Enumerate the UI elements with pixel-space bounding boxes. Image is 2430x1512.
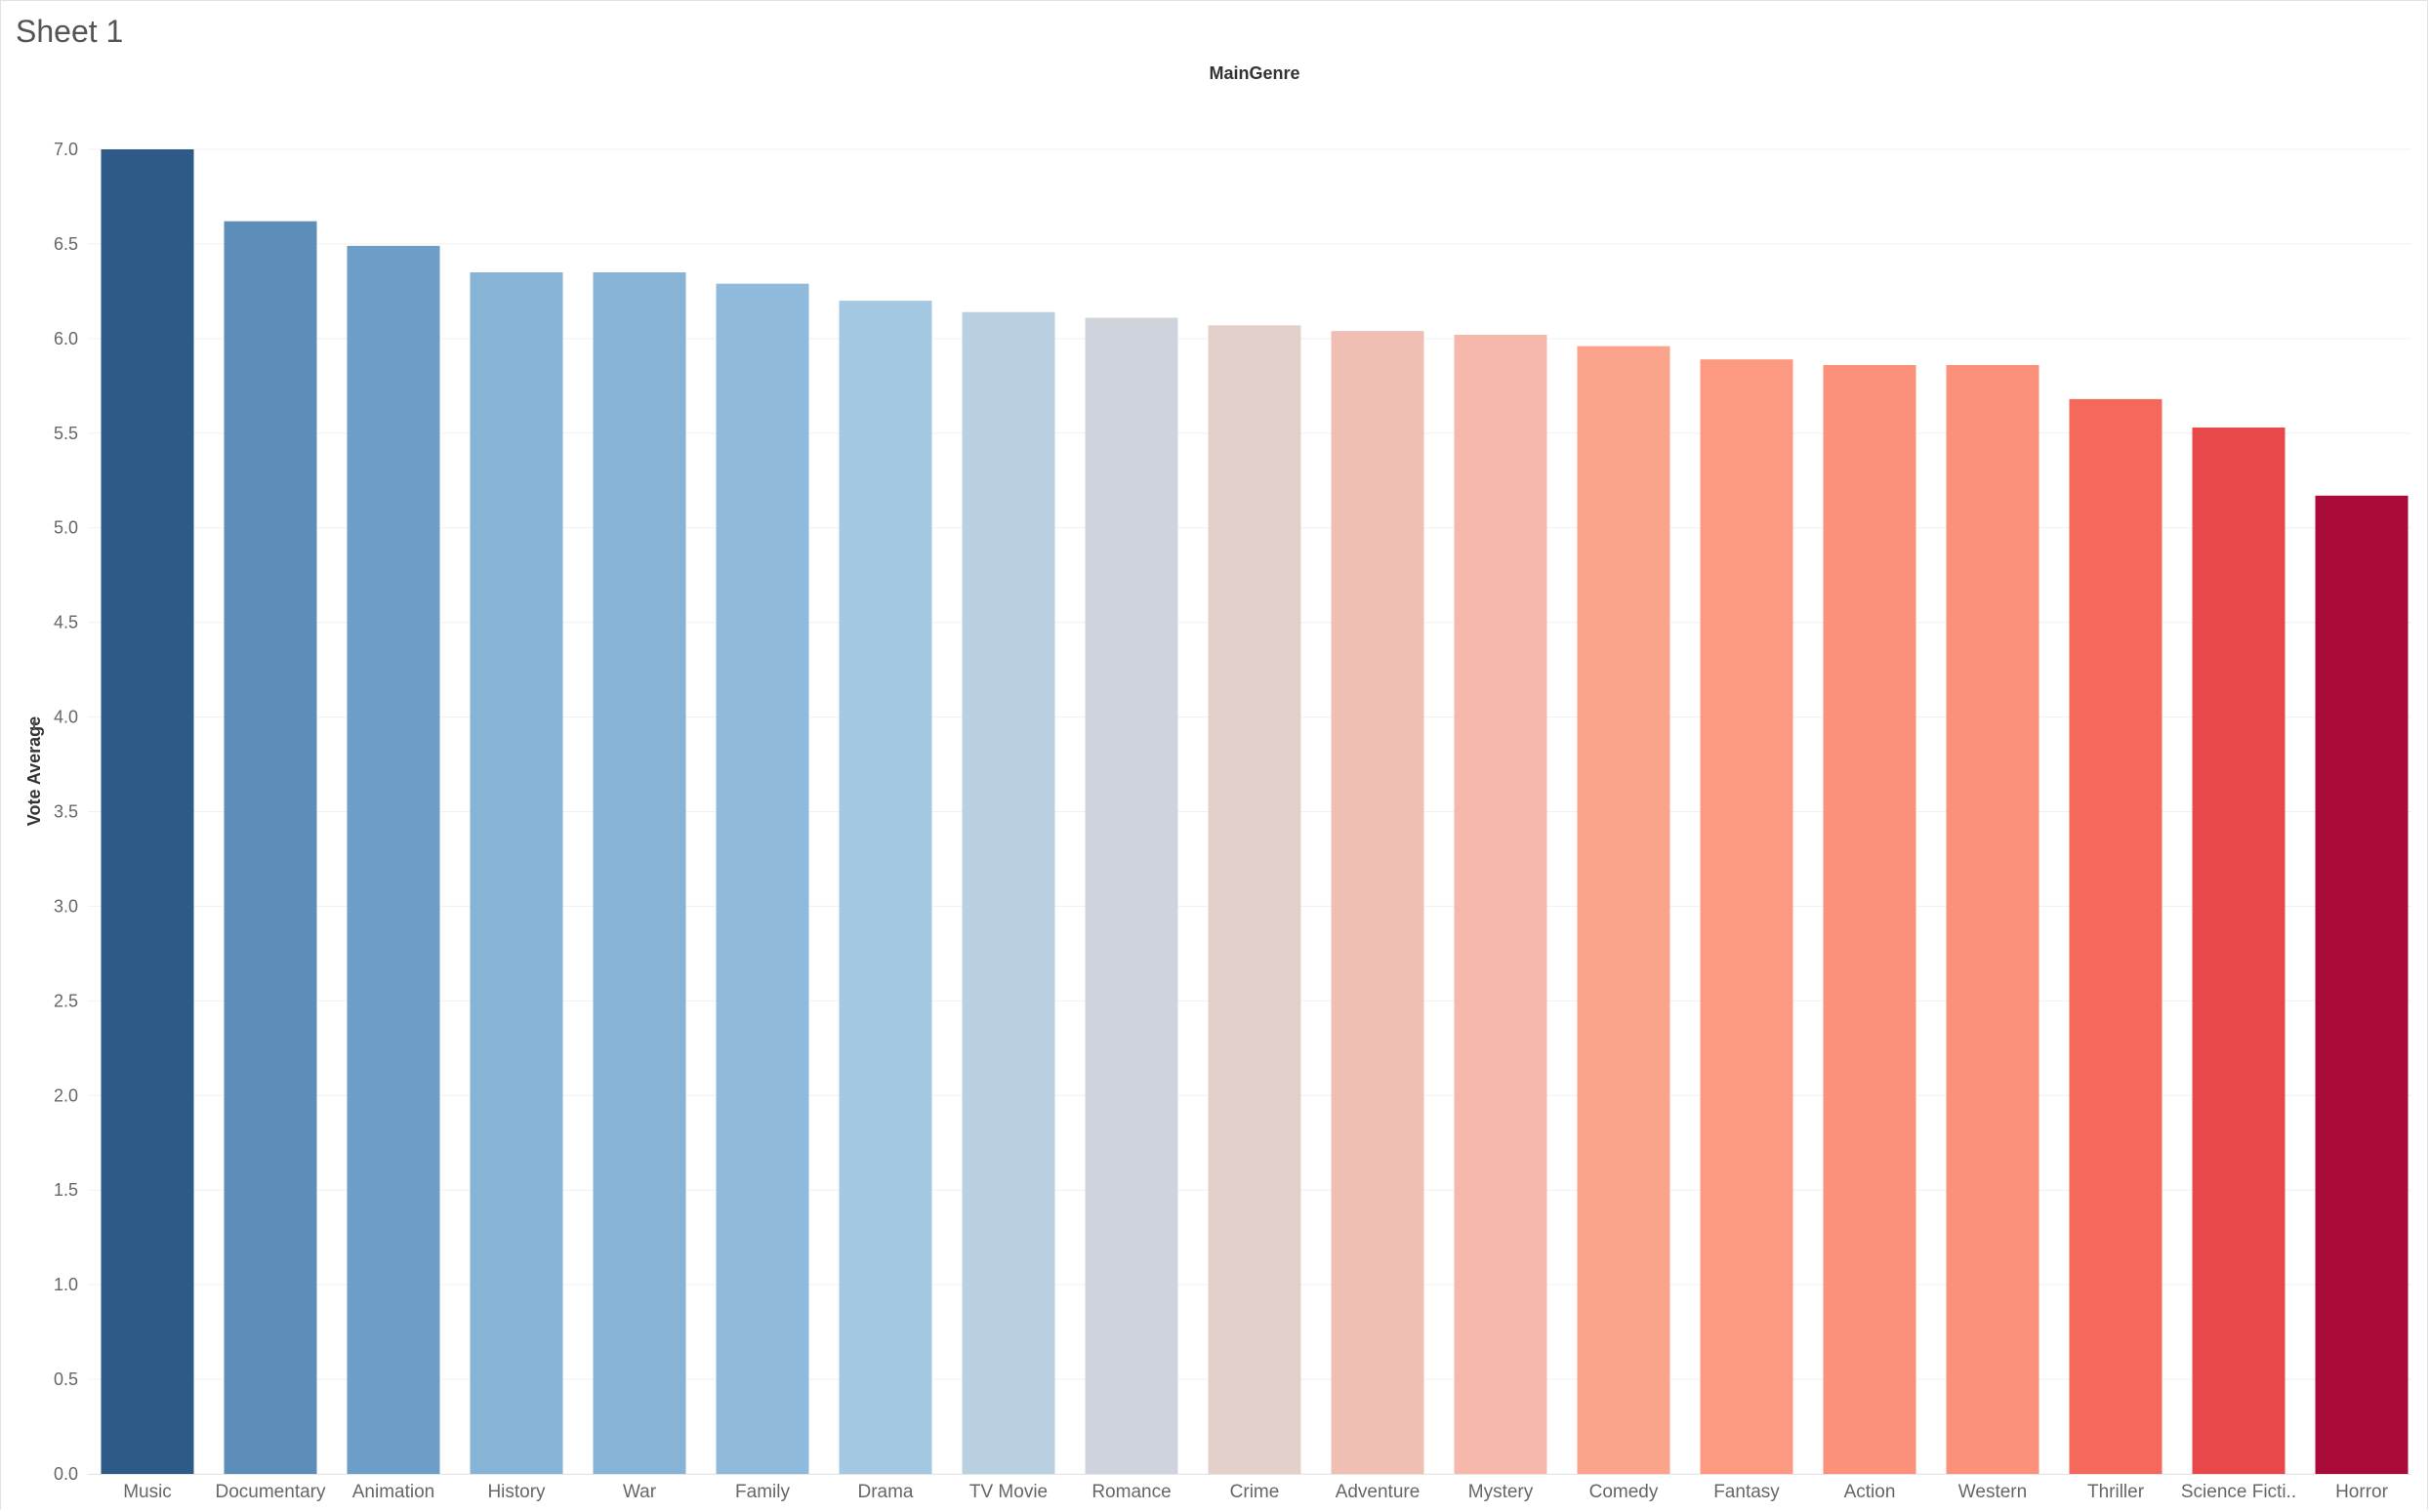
- x-category-label: Horror: [2335, 1482, 2389, 1502]
- y-tick-label: 6.5: [54, 234, 78, 254]
- bar-science-ficti[interactable]: [2192, 427, 2286, 1475]
- sheet-title: Sheet 1: [16, 14, 124, 49]
- bar-history[interactable]: [470, 272, 563, 1475]
- bar-western[interactable]: [1946, 364, 2039, 1475]
- x-category-label: Fantasy: [1713, 1482, 1780, 1502]
- x-category-label: Comedy: [1589, 1482, 1659, 1502]
- bar-mystery[interactable]: [1454, 334, 1547, 1475]
- column-header: MainGenre: [1209, 63, 1299, 83]
- x-category-label: Family: [735, 1482, 790, 1502]
- x-category-label: Animation: [352, 1482, 435, 1502]
- bar-war[interactable]: [593, 272, 686, 1475]
- bar-family[interactable]: [716, 283, 809, 1475]
- y-tick-label: 7.0: [54, 140, 78, 159]
- x-category-label: Action: [1844, 1482, 1896, 1502]
- x-category-label: Crime: [1230, 1482, 1280, 1502]
- bar-horror[interactable]: [2315, 495, 2409, 1475]
- y-tick-label: 2.5: [54, 991, 78, 1010]
- x-category-label: History: [487, 1482, 546, 1502]
- bar-documentary[interactable]: [224, 221, 317, 1474]
- x-category-label: Documentary: [216, 1482, 326, 1502]
- x-category-label: Mystery: [1468, 1482, 1534, 1502]
- x-category-label: Science Ficti..: [2181, 1482, 2296, 1502]
- bar-action[interactable]: [1823, 364, 1916, 1475]
- y-tick-label: 2.0: [54, 1085, 78, 1105]
- y-tick-label: 3.0: [54, 896, 78, 916]
- y-tick-label: 5.0: [54, 518, 78, 538]
- bar-music[interactable]: [101, 149, 194, 1474]
- bar-crime[interactable]: [1208, 325, 1301, 1475]
- y-tick-label: 0.0: [54, 1464, 78, 1484]
- y-tick-label: 4.0: [54, 708, 78, 727]
- x-category-label: Thriller: [2087, 1482, 2145, 1502]
- x-category-label: Music: [123, 1482, 172, 1502]
- x-axis-labels: Music Documentary Animation History War Famil…: [123, 1482, 2388, 1502]
- bar-thriller[interactable]: [2069, 398, 2162, 1475]
- bar-animation[interactable]: [347, 245, 440, 1474]
- y-tick-label: 1.5: [54, 1180, 78, 1200]
- x-category-label: Romance: [1091, 1482, 1171, 1502]
- x-category-label: TV Movie: [969, 1482, 1048, 1502]
- bar-fantasy[interactable]: [1700, 359, 1793, 1475]
- y-axis-ticks: 0.0 0.5 1.0 1.5 2.0 2.5 3.0 3.5 4.0 4.5 5.0 5.5 6.0 6…: [54, 140, 78, 1484]
- sort-icon[interactable]: [33, 720, 35, 730]
- bar-drama[interactable]: [839, 301, 932, 1475]
- y-tick-label: 0.5: [54, 1369, 78, 1389]
- bar-comedy[interactable]: [1577, 346, 1670, 1474]
- y-tick-label: 3.5: [54, 802, 78, 822]
- bars: [101, 149, 2409, 1475]
- x-category-label: Drama: [857, 1482, 913, 1502]
- x-category-label: Western: [1958, 1482, 2027, 1502]
- y-tick-label: 1.0: [54, 1275, 78, 1294]
- y-tick-label: 5.5: [54, 424, 78, 443]
- x-category-label: War: [623, 1482, 657, 1502]
- x-category-label: Adventure: [1336, 1482, 1421, 1502]
- y-tick-label: 4.5: [54, 613, 78, 633]
- bar-adventure[interactable]: [1331, 331, 1424, 1475]
- bar-tv-movie[interactable]: [962, 311, 1055, 1474]
- y-axis-title: Vote Average: [24, 716, 44, 826]
- sort-icon-bar: [33, 726, 35, 730]
- bar-romance[interactable]: [1085, 317, 1178, 1475]
- y-tick-label: 6.0: [54, 329, 78, 348]
